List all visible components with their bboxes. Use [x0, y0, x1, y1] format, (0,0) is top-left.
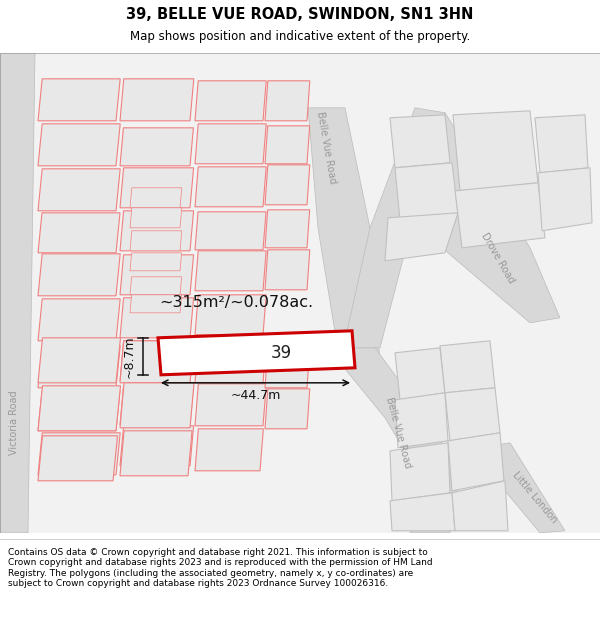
Polygon shape — [395, 348, 445, 400]
Polygon shape — [120, 341, 194, 382]
Polygon shape — [195, 167, 266, 207]
Polygon shape — [390, 115, 450, 168]
Polygon shape — [38, 432, 120, 475]
Polygon shape — [390, 492, 455, 531]
Polygon shape — [120, 298, 194, 338]
Text: Victoria Road: Victoria Road — [9, 391, 19, 455]
Polygon shape — [195, 212, 266, 250]
Polygon shape — [120, 341, 194, 381]
Polygon shape — [385, 213, 458, 261]
Polygon shape — [120, 211, 194, 251]
Polygon shape — [120, 382, 194, 428]
Text: ~315m²/~0.078ac.: ~315m²/~0.078ac. — [160, 295, 314, 310]
Polygon shape — [130, 208, 182, 227]
Polygon shape — [120, 128, 193, 166]
Polygon shape — [38, 436, 118, 481]
Polygon shape — [120, 387, 193, 425]
Text: ~44.7m: ~44.7m — [230, 389, 281, 402]
Polygon shape — [415, 112, 560, 322]
Polygon shape — [130, 277, 182, 295]
Polygon shape — [195, 124, 266, 164]
Text: 39: 39 — [271, 344, 292, 362]
Polygon shape — [38, 79, 120, 121]
Polygon shape — [265, 250, 310, 290]
Polygon shape — [480, 442, 565, 532]
Polygon shape — [38, 386, 121, 431]
Polygon shape — [38, 338, 121, 382]
Polygon shape — [130, 295, 182, 312]
Text: ~8.7m: ~8.7m — [122, 335, 136, 378]
Polygon shape — [445, 388, 500, 441]
Polygon shape — [130, 231, 182, 251]
Polygon shape — [38, 124, 120, 166]
Polygon shape — [308, 107, 380, 362]
Polygon shape — [195, 429, 263, 471]
Polygon shape — [195, 384, 266, 426]
Polygon shape — [38, 391, 120, 431]
Text: Drove Road: Drove Road — [479, 231, 517, 285]
Polygon shape — [38, 346, 120, 388]
Polygon shape — [0, 52, 35, 532]
Polygon shape — [535, 115, 588, 172]
Polygon shape — [38, 213, 120, 253]
Polygon shape — [395, 393, 448, 448]
Polygon shape — [38, 299, 120, 341]
Polygon shape — [120, 79, 194, 121]
Polygon shape — [390, 442, 450, 501]
Polygon shape — [265, 389, 310, 429]
Polygon shape — [38, 254, 120, 296]
Text: 39, BELLE VUE ROAD, SWINDON, SN1 3HN: 39, BELLE VUE ROAD, SWINDON, SN1 3HN — [127, 7, 473, 22]
Polygon shape — [335, 107, 445, 362]
Text: Belle Vue Road: Belle Vue Road — [315, 111, 337, 185]
Polygon shape — [158, 331, 355, 375]
Text: Map shows position and indicative extent of the property.: Map shows position and indicative extent… — [130, 29, 470, 42]
Polygon shape — [195, 81, 266, 121]
Text: Contains OS data © Crown copyright and database right 2021. This information is : Contains OS data © Crown copyright and d… — [8, 548, 433, 588]
Polygon shape — [335, 348, 460, 532]
Text: Belle Vue Road: Belle Vue Road — [383, 396, 412, 469]
Polygon shape — [395, 162, 458, 221]
Polygon shape — [265, 81, 310, 121]
Polygon shape — [120, 168, 194, 208]
Polygon shape — [195, 295, 266, 335]
Polygon shape — [195, 342, 266, 382]
Text: Little London: Little London — [511, 470, 559, 526]
Polygon shape — [453, 111, 538, 191]
Polygon shape — [265, 210, 310, 248]
Polygon shape — [265, 126, 310, 164]
Polygon shape — [195, 251, 266, 291]
Polygon shape — [455, 182, 545, 248]
Polygon shape — [130, 253, 182, 271]
Polygon shape — [130, 188, 182, 208]
Polygon shape — [452, 481, 508, 531]
Polygon shape — [448, 432, 504, 491]
Polygon shape — [440, 341, 495, 393]
Polygon shape — [265, 350, 310, 388]
Polygon shape — [265, 165, 310, 205]
Polygon shape — [120, 431, 192, 476]
Polygon shape — [120, 426, 194, 466]
Polygon shape — [120, 255, 194, 295]
Polygon shape — [538, 168, 592, 231]
Polygon shape — [38, 169, 120, 211]
